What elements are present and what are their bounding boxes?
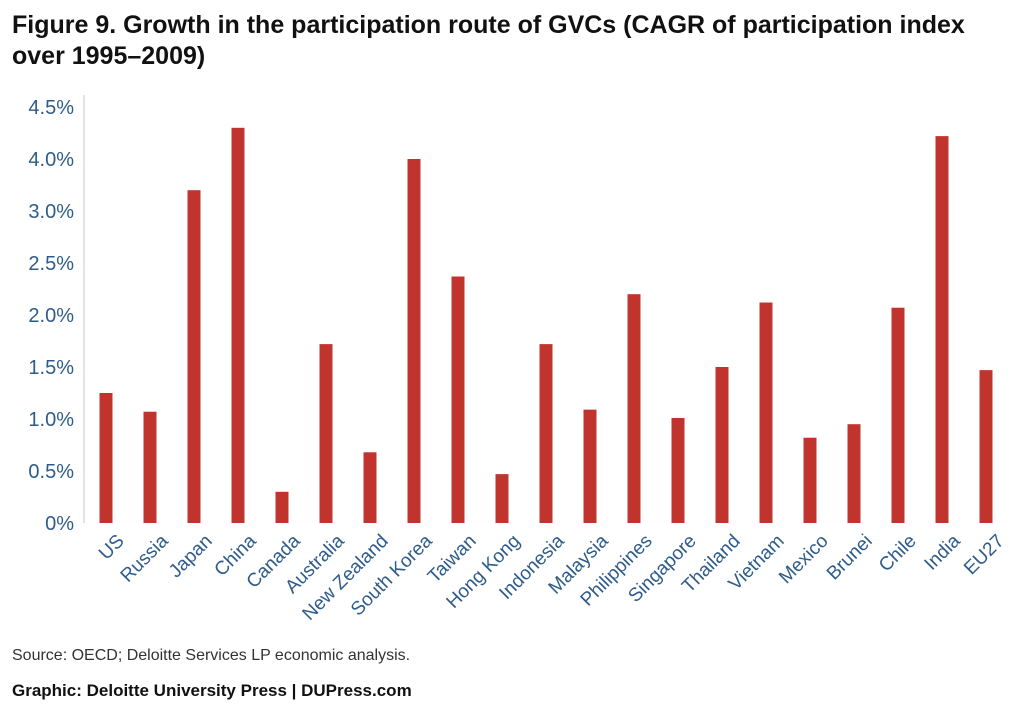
chart-title: Figure 9. Growth in the participation ro… <box>12 11 965 70</box>
bar-south-korea <box>407 159 421 523</box>
x-tick-label: Japan <box>165 531 216 582</box>
bar-malaysia <box>583 409 597 523</box>
bar-us <box>99 393 113 523</box>
bar-taiwan <box>451 276 465 523</box>
bar-hong-kong <box>495 474 509 523</box>
y-axis: 0% 0.5% 1.0% 1.5% 2.0% 2.5% 3.0% 4.0% 4.5% <box>28 95 85 535</box>
x-tick-label: Russia <box>117 530 173 586</box>
y-tick-label: 0% <box>45 513 74 535</box>
bar-japan <box>187 190 201 523</box>
x-tick-label: India <box>921 530 965 574</box>
bar-thailand <box>715 367 729 523</box>
y-tick-label: 0.5% <box>28 461 74 483</box>
bar-china <box>231 127 245 524</box>
x-tick-label: EU27 <box>960 531 1008 579</box>
y-tick-label: 2.0% <box>28 305 74 327</box>
bar-singapore <box>671 417 685 523</box>
y-tick-label: 1.5% <box>28 357 74 379</box>
y-tick-label: 2.5% <box>28 253 74 275</box>
bar-mexico <box>803 437 817 523</box>
bar-vietnam <box>759 302 773 523</box>
y-tick-label: 3.0% <box>28 201 74 223</box>
bar-eu27 <box>979 370 993 523</box>
bar-chart: 0% 0.5% 1.0% 1.5% 2.0% 2.5% 3.0% 4.0% 4.5% USRus… <box>28 95 1009 625</box>
y-tick-label: 1.0% <box>28 409 74 431</box>
x-tick-label: Brunei <box>823 531 877 585</box>
bar-russia <box>143 411 157 523</box>
bar-indonesia <box>539 344 553 523</box>
bar-new-zealand <box>363 452 377 523</box>
bar-brunei <box>847 424 861 523</box>
bar-india <box>935 136 949 523</box>
bar-canada <box>275 491 289 523</box>
y-tick-label: 4.5% <box>28 97 74 119</box>
bar-chile <box>891 307 905 523</box>
bars-group <box>99 127 993 524</box>
source-note: Source: OECD; Deloitte Services LP econo… <box>12 647 411 664</box>
y-tick-label: 4.0% <box>28 149 74 171</box>
x-tick-label: Chile <box>875 531 920 576</box>
bar-australia <box>319 344 333 523</box>
x-tick-label: Mexico <box>775 531 832 588</box>
x-tick-label: US <box>95 531 129 565</box>
graphic-credit: Graphic: Deloitte University Press | DUP… <box>12 681 412 700</box>
bar-philippines <box>627 294 641 523</box>
